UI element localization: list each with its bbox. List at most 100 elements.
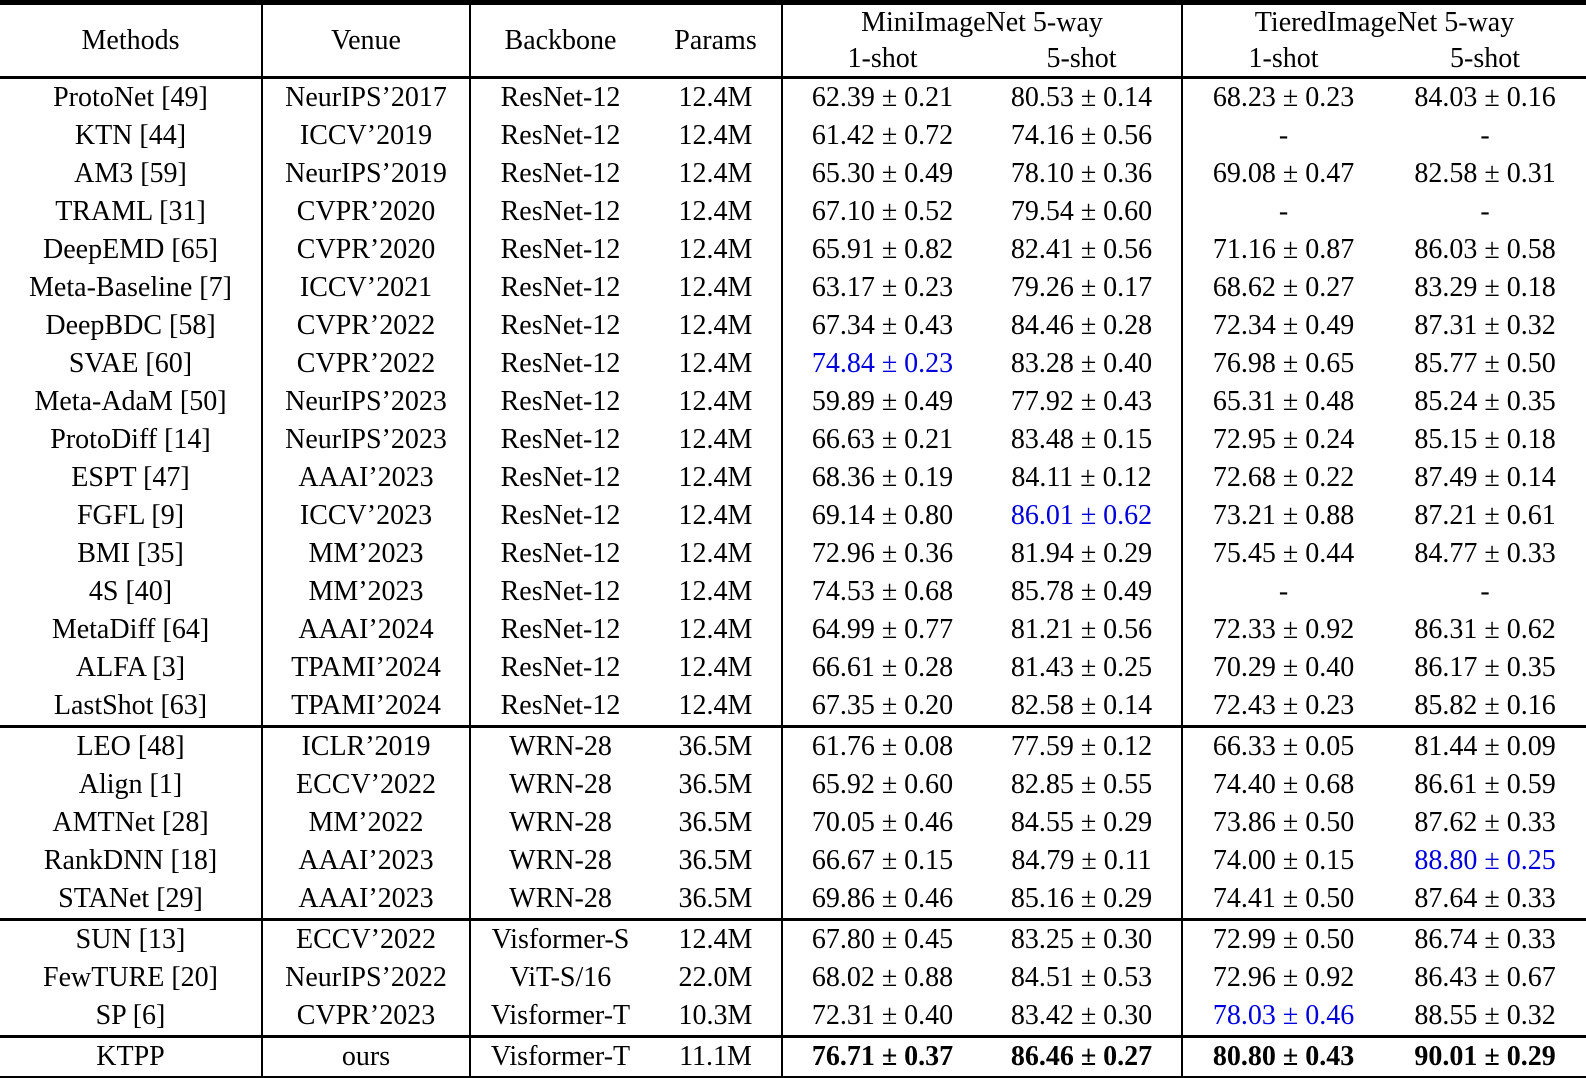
params-cell: 12.4M bbox=[650, 535, 783, 573]
mini-5shot-cell: 77.59 ± 0.12 bbox=[982, 725, 1184, 766]
section-ours: KTPP ours Visformer-T 11.1M 76.71 ± 0.37… bbox=[0, 1035, 1586, 1078]
tiered-1shot-cell: 71.16 ± 0.87 bbox=[1212, 234, 1355, 265]
method-cell: SVAE [60] bbox=[0, 345, 263, 383]
mini-5shot-cell: 82.41 ± 0.56 bbox=[982, 231, 1184, 269]
col-header-mini-5shot: 5-shot bbox=[982, 41, 1184, 78]
col-group-tieredimagenet: TieredImageNet 5-way bbox=[1254, 7, 1515, 38]
method-cell: ESPT [47] bbox=[0, 459, 263, 497]
mini-5shot-cell: 83.25 ± 0.30 bbox=[982, 918, 1184, 959]
venue-cell: CVPR’2023 bbox=[262, 997, 471, 1037]
tiered-5shot-cell: - bbox=[1480, 576, 1490, 607]
backbone-cell: ResNet-12 bbox=[500, 120, 621, 151]
method-cell: ALFA [3] bbox=[0, 649, 263, 687]
venue-cell: NeurIPS’2023 bbox=[262, 421, 471, 459]
tiered-1shot-cell: - bbox=[1278, 120, 1289, 151]
tiered-1shot-cell: 74.40 ± 0.68 bbox=[1212, 769, 1355, 800]
mini-5shot-cell: 84.11 ± 0.12 bbox=[982, 459, 1184, 497]
mini-1shot-cell: 63.17 ± 0.23 bbox=[811, 272, 954, 303]
tiered-5shot-cell: 84.03 ± 0.16 bbox=[1384, 76, 1586, 117]
backbone-cell: ResNet-12 bbox=[500, 652, 621, 683]
col-header-backbone: Backbone bbox=[504, 24, 617, 56]
tiered-1shot-cell: 73.21 ± 0.88 bbox=[1212, 500, 1355, 531]
mini-1shot-cell: 66.61 ± 0.28 bbox=[811, 652, 954, 683]
params-cell: 12.4M bbox=[650, 117, 783, 155]
table-row: Meta-Baseline [7] ICCV’2021 ResNet-12 12… bbox=[0, 269, 1586, 307]
venue-cell: NeurIPS’2023 bbox=[262, 383, 471, 421]
tiered-5shot-cell: 83.29 ± 0.18 bbox=[1414, 272, 1556, 303]
tiered-5shot-cell: 85.82 ± 0.16 bbox=[1414, 690, 1556, 721]
backbone-cell: WRN-28 bbox=[509, 883, 612, 914]
params-cell: 10.3M bbox=[650, 997, 783, 1037]
mini-5shot-cell: 83.42 ± 0.30 bbox=[982, 997, 1184, 1037]
params-cell: 12.4M bbox=[650, 459, 783, 497]
method-cell: Align [1] bbox=[0, 766, 263, 804]
venue-cell: ECCV’2022 bbox=[262, 766, 471, 804]
tiered-5shot-cell: 81.44 ± 0.09 bbox=[1384, 725, 1586, 766]
venue-cell: MM’2023 bbox=[262, 535, 471, 573]
table-row: ALFA [3] TPAMI’2024 ResNet-12 12.4M 66.6… bbox=[0, 649, 1586, 687]
params-cell: 36.5M bbox=[650, 725, 783, 766]
venue-cell: NeurIPS’2017 bbox=[262, 76, 471, 117]
backbone-cell: ResNet-12 bbox=[470, 76, 650, 117]
mini-1shot-cell: 74.53 ± 0.68 bbox=[811, 576, 954, 607]
header-row-shots: 1-shot 5-shot 1-shot 5-shot bbox=[0, 41, 1586, 78]
table-row: FGFL [9] ICCV’2023 ResNet-12 12.4M 69.14… bbox=[0, 497, 1586, 535]
method-cell: TRAML [31] bbox=[0, 193, 263, 231]
backbone-cell: ResNet-12 bbox=[500, 386, 621, 417]
table-row: Align [1] ECCV’2022 WRN-28 36.5M 65.92 ±… bbox=[0, 766, 1586, 804]
tiered-5shot-cell: 82.58 ± 0.31 bbox=[1414, 158, 1556, 189]
mini-1shot-cell: 62.39 ± 0.21 bbox=[782, 76, 982, 117]
tiered-1shot-cell: - bbox=[1278, 196, 1289, 227]
mini-1shot-cell: 61.76 ± 0.08 bbox=[782, 725, 982, 766]
tiered-5shot-cell: 90.01 ± 0.29 bbox=[1384, 1035, 1586, 1078]
backbone-cell: ResNet-12 bbox=[500, 424, 621, 455]
backbone-cell: ResNet-12 bbox=[500, 538, 621, 569]
method-cell: ProtoNet [49] bbox=[0, 76, 263, 117]
backbone-cell: ResNet-12 bbox=[500, 576, 621, 607]
backbone-cell: Visformer-T bbox=[490, 1000, 631, 1031]
tiered-5shot-cell: 84.77 ± 0.33 bbox=[1414, 538, 1556, 569]
venue-cell: ICCV’2021 bbox=[262, 269, 471, 307]
col-header-tiered-1shot: 1-shot bbox=[1248, 42, 1319, 74]
tiered-1shot-cell: - bbox=[1278, 576, 1289, 607]
params-cell: 12.4M bbox=[650, 345, 783, 383]
backbone-cell: ResNet-12 bbox=[500, 196, 621, 227]
venue-cell: TPAMI’2024 bbox=[262, 687, 471, 727]
col-group-miniimagenet: MiniImageNet 5-way bbox=[782, 2, 1184, 41]
venue-cell: ICLR’2019 bbox=[262, 725, 471, 766]
tiered-5shot-cell: 86.31 ± 0.62 bbox=[1414, 614, 1556, 645]
mini-5shot-cell: 86.01 ± 0.62 bbox=[982, 497, 1184, 535]
table-row: ProtoDiff [14] NeurIPS’2023 ResNet-12 12… bbox=[0, 421, 1586, 459]
method-cell: BMI [35] bbox=[0, 535, 263, 573]
mini-1shot-cell: 61.42 ± 0.72 bbox=[811, 120, 954, 151]
col-header-venue: Venue bbox=[262, 2, 471, 78]
venue-cell: TPAMI’2024 bbox=[262, 649, 471, 687]
backbone-cell: WRN-28 bbox=[509, 807, 612, 838]
mini-5shot-cell: 80.53 ± 0.14 bbox=[982, 76, 1184, 117]
mini-5shot-cell: 84.79 ± 0.11 bbox=[982, 842, 1184, 880]
tiered-1shot-cell: 76.98 ± 0.65 bbox=[1212, 348, 1355, 379]
mini-1shot-cell: 72.96 ± 0.36 bbox=[811, 538, 954, 569]
params-cell: 12.4M bbox=[650, 611, 783, 649]
col-header-params: Params bbox=[650, 2, 783, 78]
backbone-cell: ViT-S/16 bbox=[509, 962, 612, 993]
tiered-5shot-cell: 87.49 ± 0.14 bbox=[1414, 462, 1556, 493]
backbone-cell: ResNet-12 bbox=[500, 158, 621, 189]
backbone-cell: ResNet-12 bbox=[500, 462, 621, 493]
tiered-1shot-cell: 69.08 ± 0.47 bbox=[1212, 158, 1355, 189]
mini-5shot-cell: 84.51 ± 0.53 bbox=[982, 959, 1184, 997]
table-row: KTN [44] ICCV’2019 ResNet-12 12.4M 61.42… bbox=[0, 117, 1586, 155]
tiered-5shot-cell: 87.31 ± 0.32 bbox=[1414, 310, 1556, 341]
tiered-5shot-cell: 88.55 ± 0.32 bbox=[1414, 1000, 1556, 1031]
mini-1shot-cell: 69.86 ± 0.46 bbox=[811, 883, 954, 914]
method-cell: Meta-Baseline [7] bbox=[0, 269, 263, 307]
tiered-1shot-cell: 78.03 ± 0.46 bbox=[1212, 1000, 1355, 1031]
method-cell: SUN [13] bbox=[0, 918, 263, 959]
method-cell: FGFL [9] bbox=[0, 497, 263, 535]
mini-1shot-cell: 66.63 ± 0.21 bbox=[811, 424, 954, 455]
tiered-5shot-cell: 87.21 ± 0.61 bbox=[1414, 500, 1556, 531]
table-row: RankDNN [18] AAAI’2023 WRN-28 36.5M 66.6… bbox=[0, 842, 1586, 880]
section-transformer-backbones: SUN [13] ECCV’2022 Visformer-S 12.4M 67.… bbox=[0, 918, 1586, 1037]
table-row: MetaDiff [64] AAAI’2024 ResNet-12 12.4M … bbox=[0, 611, 1586, 649]
